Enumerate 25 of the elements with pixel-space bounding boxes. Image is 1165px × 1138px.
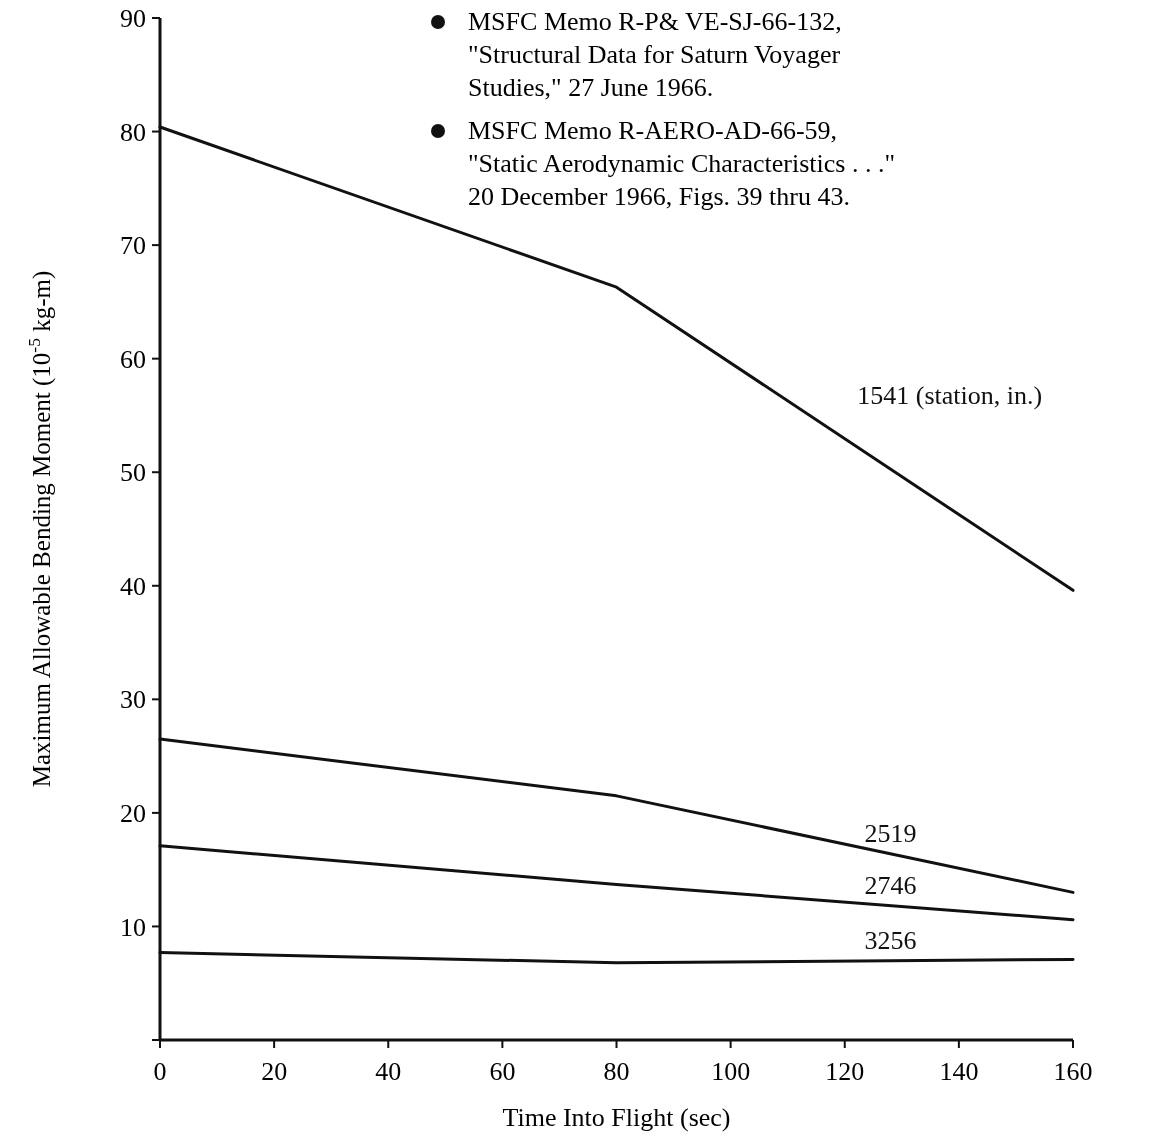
x-tick-label: 0 <box>153 1057 167 1086</box>
annotation: MSFC Memo R-AERO-AD-66-59, "Static Aerodynamic Characteristics . . ." 20 December 1966, Figs. 39 thru 43. <box>468 116 895 211</box>
y-tick-label: 10 <box>120 912 146 942</box>
series-label: 1541 (station, in.) <box>857 380 1043 410</box>
y-tick-label: 40 <box>120 571 146 601</box>
x-tick-label: 80 <box>603 1057 630 1086</box>
x-tick-label: 40 <box>375 1057 402 1086</box>
x-axis-title: Time Into Flight (sec) <box>502 1103 731 1132</box>
y-tick-label: 20 <box>120 798 146 828</box>
y-tick-label: 30 <box>120 685 146 715</box>
y-tick-label: 70 <box>120 231 146 261</box>
y-tick-label: 60 <box>120 344 146 374</box>
annotation: MSFC Memo R-P& VE-SJ-66-132, "Structural Data for Saturn Voyager Studies," 27 June 1966. <box>468 7 842 102</box>
x-tick-label: 140 <box>939 1057 979 1086</box>
x-tick-label: 20 <box>261 1057 288 1086</box>
series-label: 3256 <box>864 925 917 955</box>
series-label: 2519 <box>864 818 917 848</box>
x-tick-label: 100 <box>711 1057 751 1086</box>
series-label: 2746 <box>864 870 917 900</box>
y-tick-label: 50 <box>120 458 146 488</box>
x-tick-label: 120 <box>825 1057 865 1086</box>
x-tick-label: 60 <box>489 1057 516 1086</box>
y-tick-label: 80 <box>120 117 146 147</box>
y-tick-label: 90 <box>120 4 146 34</box>
x-tick-label: 160 <box>1053 1057 1093 1086</box>
